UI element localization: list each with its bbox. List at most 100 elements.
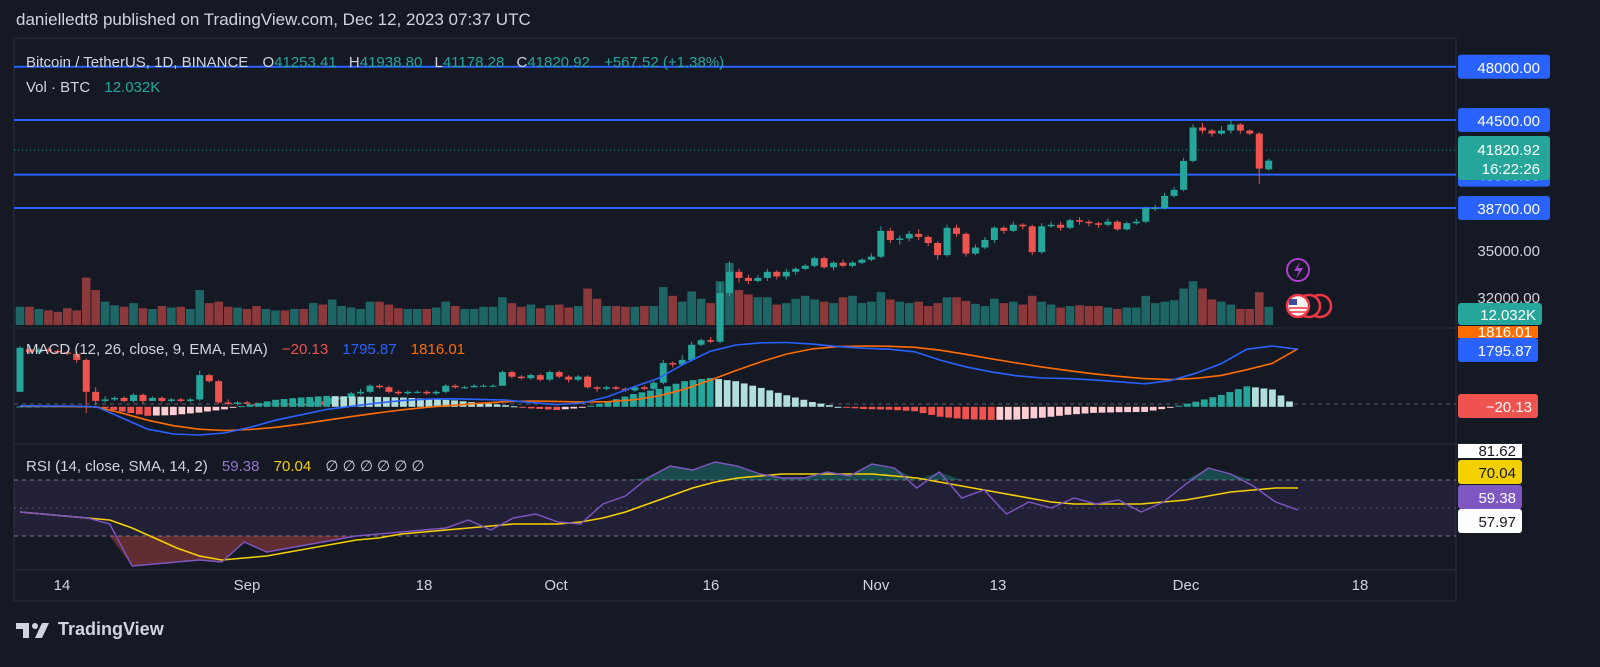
candle: [35, 347, 43, 354]
candle: [167, 397, 175, 403]
volume-bar: [829, 303, 838, 325]
candle: [461, 385, 469, 389]
candles[interactable]: [16, 119, 1273, 414]
macd-hist-bar: [757, 387, 765, 407]
volume-bar: [479, 306, 488, 325]
volume-bar: [148, 308, 157, 325]
volume-bar: [772, 304, 782, 325]
macd-hist-bar: [647, 390, 654, 407]
volume-bar: [1188, 281, 1198, 325]
volume-bar: [1198, 288, 1207, 325]
volume-bar: [1254, 292, 1264, 325]
macd-hist-bar: [681, 381, 688, 407]
volume-bar: [72, 310, 82, 325]
macd-hist-bar: [169, 406, 177, 416]
candle: [934, 241, 942, 260]
rsi-lower-axis-label: 57.97: [1478, 514, 1516, 531]
macd-hist-bar: [732, 381, 740, 407]
macd-hist-bar: [970, 406, 978, 420]
macd-hist-bar: [936, 406, 944, 417]
macd-hist-bar: [885, 406, 893, 410]
tradingview-logo[interactable]: TradingView: [16, 619, 164, 640]
candle: [1265, 158, 1273, 171]
volume-bar: [1122, 307, 1132, 325]
macd-hist-bar: [408, 397, 416, 407]
macd-hist-bar: [868, 406, 876, 410]
candle: [1019, 223, 1027, 230]
candle: [565, 375, 573, 383]
volume-bar: [1169, 300, 1179, 325]
volume-bar: [914, 301, 923, 325]
us-economic-events-icon[interactable]: [1285, 293, 1333, 319]
macd-hist-bar: [1269, 389, 1276, 407]
macd-hist-bar: [979, 406, 987, 420]
rsi-legend-extras: ∅ ∅ ∅ ∅ ∅ ∅: [325, 458, 424, 475]
rsi-overbought-fill: [20, 462, 1298, 480]
countdown-label: 16:22:26: [1482, 161, 1540, 178]
volume-bar: [242, 308, 252, 325]
volume-bar: [1141, 295, 1151, 325]
macd-hist-bar: [996, 406, 1004, 420]
volume-bar: [1236, 308, 1245, 325]
lightning-event-icon[interactable]: [1286, 258, 1310, 282]
macd-hist-bar: [595, 403, 603, 407]
macd-hist-bar: [851, 406, 859, 409]
macd-hist-bar: [161, 406, 169, 416]
volume-bar: [271, 310, 280, 325]
macd-hist-bar: [101, 406, 109, 409]
macd-histogram: [16, 378, 1293, 420]
volume-bar: [15, 306, 25, 325]
volume-bar: [450, 306, 460, 325]
volume-bar: [441, 301, 450, 325]
macd-hist-bar: [1056, 406, 1063, 416]
time-label: Nov: [863, 577, 890, 594]
volume-bar: [734, 289, 744, 325]
volume-bar: [44, 310, 53, 325]
macd-hist-bar: [1132, 406, 1140, 413]
macd-hist-bar: [280, 399, 288, 407]
candle: [971, 244, 979, 256]
volume-bar: [980, 306, 990, 325]
volume-legend-label: Vol · BTC: [26, 79, 90, 96]
volume-bar: [1056, 307, 1065, 325]
candle: [1057, 221, 1065, 231]
rsi-upper-axis-label: 81.62: [1478, 443, 1516, 460]
candle: [1094, 221, 1102, 228]
candle: [1132, 218, 1140, 225]
rsi-line: [19, 461, 1299, 567]
volume-bar: [290, 308, 299, 325]
volume-bar: [800, 295, 810, 325]
volume-bar: [223, 306, 233, 325]
macd-hist-bar: [238, 406, 245, 408]
macd-hist-bar: [110, 406, 118, 410]
volume-bar: [34, 308, 44, 325]
macd-hist-bar: [1073, 406, 1080, 415]
macd-hist-bar: [987, 406, 995, 420]
macd-hist-bar: [1141, 406, 1149, 412]
macd-hist-bar: [144, 406, 152, 416]
rsi-value-tag: 59.38: [1458, 485, 1522, 509]
volume-bar: [1150, 303, 1160, 325]
macd-legend: MACD (12, 26, close, 9, EMA, EMA) −20.13…: [26, 341, 465, 358]
candle: [442, 384, 450, 394]
volume-bar: [394, 308, 403, 325]
macd-hist-bar: [195, 406, 203, 413]
price-axis[interactable]: 35000.00 32000.00: [1477, 243, 1540, 307]
macd-hist-bar: [314, 396, 322, 407]
volume-bar: [176, 306, 186, 325]
macd-hist-bar: [519, 406, 527, 408]
time-axis[interactable]: 14 Sep 18 Oct 16 Nov 13 Dec 18: [54, 577, 1369, 594]
candle: [763, 268, 771, 281]
open-label: O: [262, 54, 274, 71]
volume-bar: [138, 308, 148, 325]
volume-bar: [365, 301, 375, 325]
candle: [82, 358, 90, 414]
macd-hist-bar: [698, 379, 705, 407]
volume-bar: [886, 299, 895, 325]
macd-hist-bar: [544, 406, 552, 410]
volume-bar: [308, 303, 318, 325]
macd-hist-bar: [127, 406, 135, 413]
macd-hist-bar: [289, 398, 297, 407]
